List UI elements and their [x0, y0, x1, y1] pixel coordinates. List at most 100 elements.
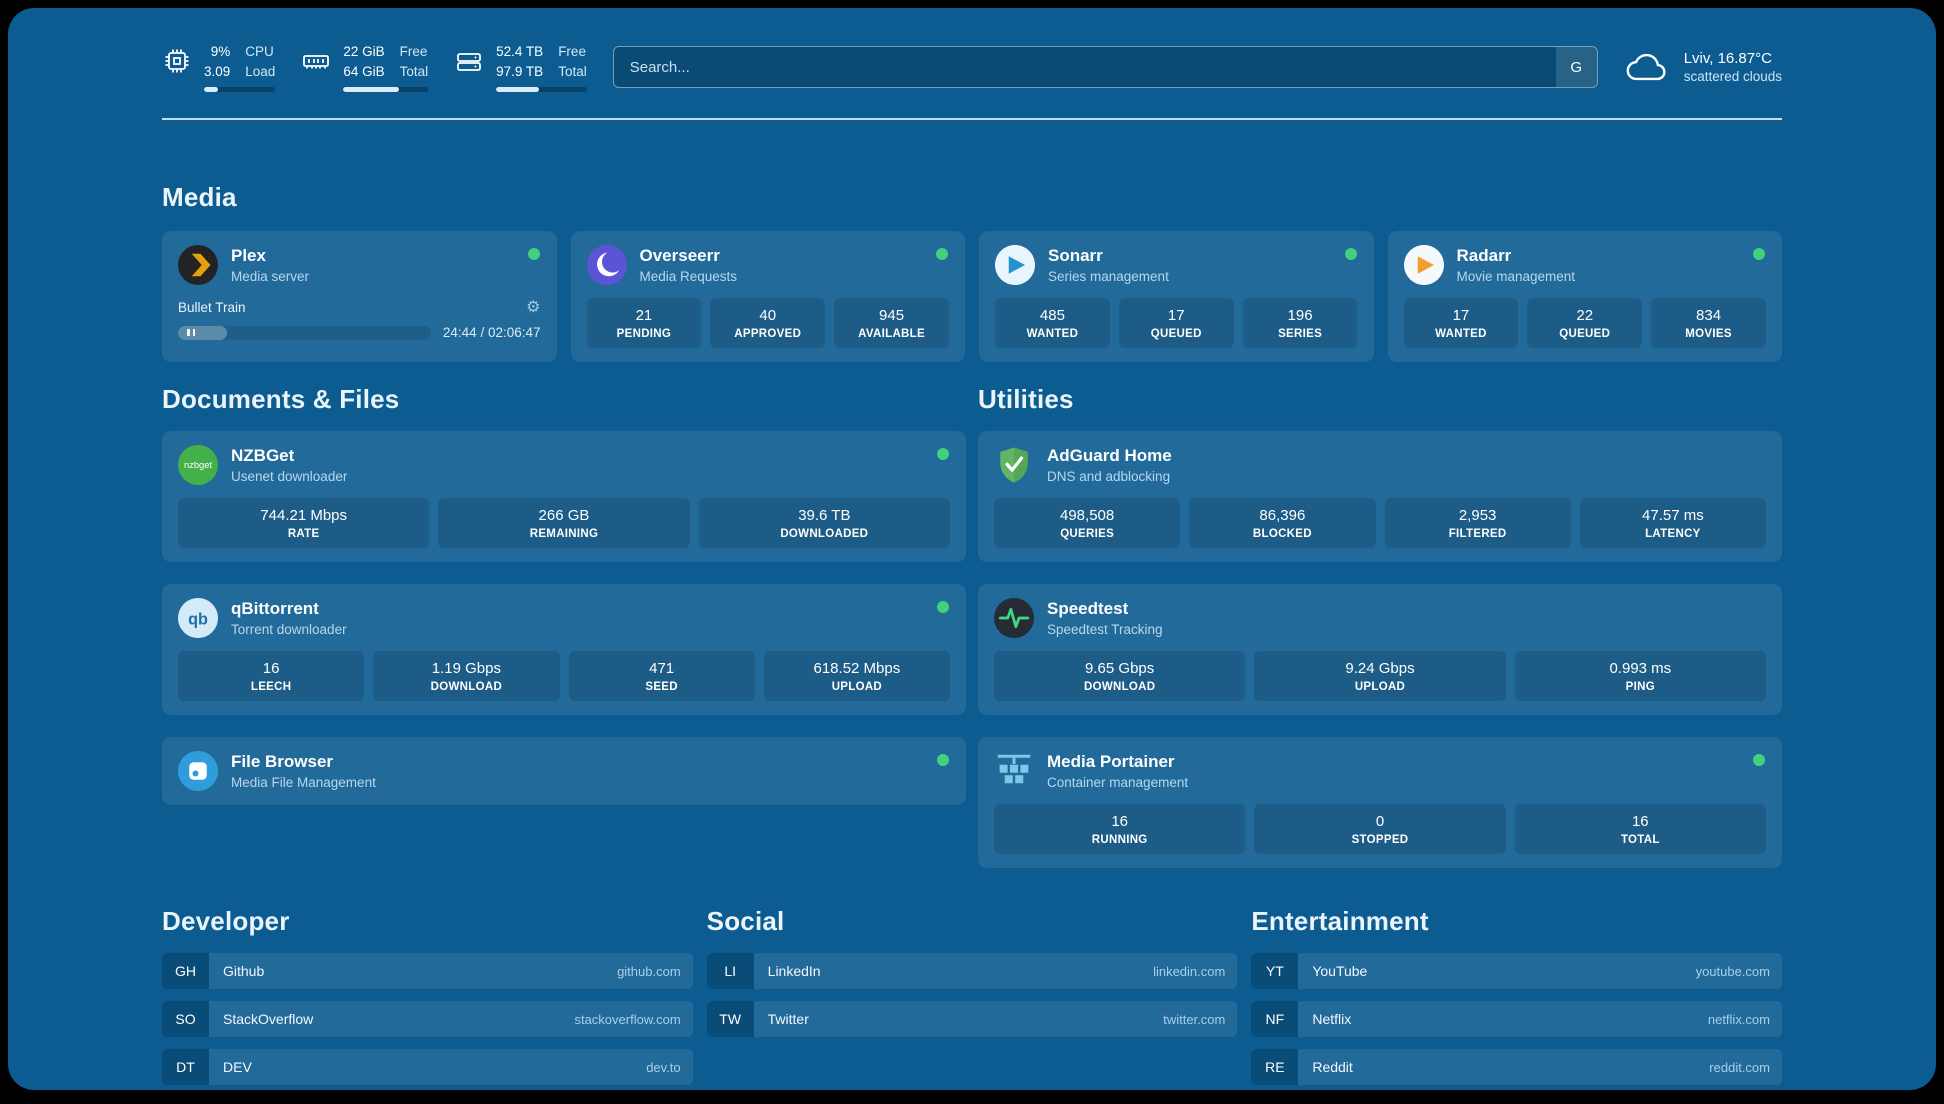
link-domain: stackoverflow.com [574, 1011, 681, 1027]
reddit-icon: RE [1251, 1049, 1299, 1086]
stat-wanted: 485 WANTED [995, 298, 1110, 349]
section-title-entertainment: Entertainment [1251, 906, 1429, 937]
link-dev[interactable]: DT DEV dev.to [162, 1049, 693, 1086]
stat-label: APPROVED [734, 328, 802, 341]
stat-total: 16 TOTAL [1514, 804, 1766, 855]
qbittorrent-head-text: qBittorrent Torrent downloader [231, 599, 347, 637]
app-card-plex[interactable]: Plex Media server Bullet Train ⚙ 24:44 [162, 231, 557, 363]
stat-label: LATENCY [1645, 528, 1701, 541]
youtube-icon: YT [1251, 953, 1299, 990]
ram-total-value: 64 GiB [343, 63, 385, 79]
stat-label: FILTERED [1448, 528, 1507, 541]
disk-progress-fill [496, 87, 539, 93]
app-title: Radarr [1456, 246, 1512, 266]
sonarr-icon [995, 245, 1035, 286]
search-engine-button[interactable]: G [1555, 47, 1597, 88]
utilities-column: Utilities AdGuard Home [978, 384, 1782, 869]
disk-icon [457, 53, 482, 71]
link-name: Netflix [1312, 1011, 1352, 1028]
stat-downloaded: 39.6 TB DOWNLOADED [698, 498, 950, 549]
ram-free-label: Free [399, 44, 428, 59]
link-stackoverflow[interactable]: SO StackOverflow stackoverflow.com [162, 1001, 693, 1038]
stat-blocked: 86,396 BLOCKED [1189, 498, 1376, 549]
link-reddit[interactable]: RE Reddit reddit.com [1251, 1049, 1782, 1086]
stat-download: 1.19 Gbps DOWNLOAD [373, 651, 560, 702]
cpu-usage-value: 9% [210, 44, 231, 59]
link-github[interactable]: GH Github github.com [162, 953, 693, 990]
stat-label: QUEUED [1559, 328, 1611, 341]
app-subtitle: Media File Management [231, 775, 376, 791]
app-card-qbittorrent[interactable]: qb qBittorrent Torrent downloader 16 LEEC… [162, 584, 966, 716]
app-subtitle: Speedtest Tracking [1047, 622, 1163, 638]
weather-widget[interactable]: Lviv, 16.87°C scattered clouds [1624, 50, 1782, 84]
status-dot [937, 754, 949, 767]
ram-total-label: Total [399, 63, 429, 79]
stat-label: REMAINING [529, 528, 599, 541]
pause-icon[interactable] [187, 329, 190, 337]
cpu-stats: 9% 3.09 CPU Load [204, 42, 276, 93]
link-domain: linkedin.com [1153, 963, 1226, 979]
app-title: NZBGet [231, 446, 295, 466]
status-dot [937, 601, 949, 614]
documents-column: Documents & Files nzbget NZBGet Usenet d… [162, 384, 966, 868]
stat-queries: 498,508 QUERIES [994, 498, 1181, 549]
disk-free-label: Free [558, 44, 586, 59]
stat-label: LEECH [250, 681, 292, 694]
stat-approved: 40 APPROVED [710, 298, 826, 349]
app-card-sonarr[interactable]: Sonarr Series management 485 WANTED 17 QUE… [979, 231, 1374, 363]
app-card-adguard[interactable]: AdGuard Home DNS and adblocking 498,508 Q… [978, 431, 1782, 563]
link-youtube[interactable]: YT YouTube youtube.com [1251, 953, 1782, 990]
app-card-speedtest[interactable]: Speedtest Speedtest Tracking 9.65 Gbps DO… [978, 584, 1782, 716]
app-title: AdGuard Home [1047, 446, 1172, 466]
stat-value: 471 [649, 660, 675, 678]
stat-value: 16 [1111, 813, 1128, 831]
link-name: YouTube [1312, 963, 1368, 980]
stat-ping: 0.993 ms PING [1514, 651, 1766, 702]
stat-label: DOWNLOAD [1083, 681, 1156, 694]
filebrowser-icon [178, 751, 218, 792]
stat-latency: 47.57 ms LATENCY [1579, 498, 1766, 549]
app-card-radarr[interactable]: Radarr Movie management 17 WANTED 22 QUEUE… [1387, 231, 1782, 363]
stat-value: 945 [879, 307, 905, 325]
svg-text:nzbget: nzbget [184, 460, 213, 470]
stat-queued: 17 QUEUED [1118, 298, 1234, 349]
gear-icon[interactable]: ⚙ [526, 299, 541, 317]
app-card-portainer[interactable]: Media Portainer Container management 16 R… [978, 737, 1782, 869]
qbittorrent-icon: qb [178, 598, 218, 639]
link-netflix[interactable]: NF Netflix netflix.com [1251, 1001, 1782, 1038]
portainer-icon [994, 751, 1034, 791]
link-domain: reddit.com [1709, 1059, 1770, 1075]
app-card-filebrowser[interactable]: File Browser Media File Management [162, 737, 966, 806]
link-linkedin[interactable]: LI LinkedIn linkedin.com [706, 953, 1238, 990]
stat-value: 834 [1696, 307, 1722, 325]
stackoverflow-icon: SO [162, 1001, 209, 1038]
search-input[interactable] [612, 46, 1598, 89]
now-playing-title: Bullet Train [178, 299, 246, 315]
stat-value: 1.19 Gbps [431, 660, 501, 678]
stat-running: 16 RUNNING [994, 804, 1246, 855]
app-subtitle: Media server [231, 269, 310, 285]
ram-progress-fill [343, 87, 400, 93]
stat-label: MOVIES [1685, 328, 1732, 341]
link-name: Reddit [1312, 1059, 1353, 1076]
app-card-overseerr[interactable]: Overseerr Media Requests 21 PENDING 40 APP… [570, 231, 965, 363]
sonarr-head-text: Sonarr Series management [1048, 246, 1169, 284]
stat-value: 498,508 [1060, 507, 1115, 525]
app-card-nzbget[interactable]: nzbget NZBGet Usenet downloader 744.21 M… [162, 431, 966, 563]
stat-label: QUEUED [1150, 328, 1202, 341]
stat-queued: 22 QUEUED [1527, 298, 1643, 349]
stat-value: 39.6 TB [798, 507, 851, 525]
playback-time: 24:44 / 02:06:47 [442, 325, 541, 341]
stat-label: WANTED [1435, 328, 1487, 341]
stat-stopped: 0 STOPPED [1254, 804, 1506, 855]
link-domain: netflix.com [1707, 1011, 1770, 1027]
header-divider [162, 118, 1782, 121]
stat-value: 0.993 ms [1609, 660, 1672, 678]
stat-label: WANTED [1026, 328, 1079, 341]
link-twitter[interactable]: TW Twitter twitter.com [706, 1001, 1238, 1038]
app-title: qBittorrent [231, 599, 319, 619]
stat-label: QUERIES [1060, 528, 1115, 541]
playback-progress-track[interactable] [178, 325, 431, 340]
netflix-icon: NF [1251, 1001, 1299, 1038]
app-title: Plex [231, 246, 266, 266]
